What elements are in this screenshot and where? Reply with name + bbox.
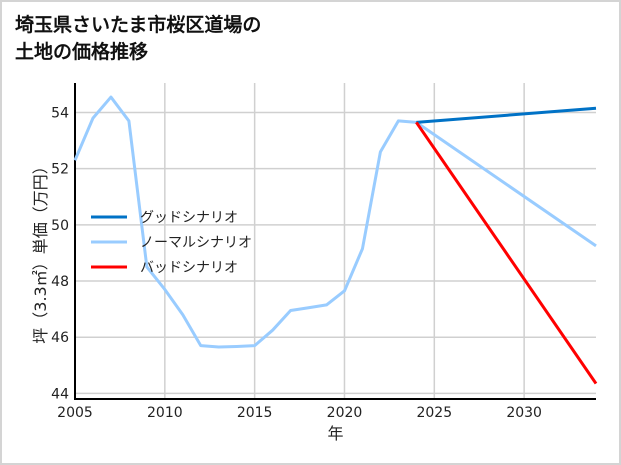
legend-label: バッドシナリオ <box>140 260 238 276</box>
x-tick-label: 2025 <box>416 405 452 421</box>
x-tick-label: 2015 <box>237 405 273 421</box>
y-tick-label: 52 <box>51 162 69 178</box>
y-tick-label: 54 <box>51 105 69 121</box>
title-line-1: 埼玉県さいたま市桜区道場の <box>15 14 262 36</box>
title-line-2: 土地の価格推移 <box>15 41 149 63</box>
x-tick-label: 2020 <box>327 405 363 421</box>
x-tick-label: 2005 <box>57 405 93 421</box>
x-tick-label: 2030 <box>506 405 542 421</box>
legend-label: ノーマルシナリオ <box>140 235 252 251</box>
y-tick-label: 50 <box>51 218 69 234</box>
chart-title: 埼玉県さいたま市桜区道場の 土地の価格推移 <box>15 12 261 66</box>
y-tick-label: 46 <box>51 330 69 346</box>
series-line-0 <box>416 106 597 124</box>
x-axis-label: 年 <box>327 424 343 443</box>
series-line-1 <box>73 95 597 349</box>
y-tick-label: 44 <box>51 386 69 402</box>
legend-label: グッドシナリオ <box>140 210 238 226</box>
series-line-2 <box>415 121 598 385</box>
y-axis-label: 坪（3.3㎡）単価（万円） <box>31 158 50 343</box>
x-tick-label: 2010 <box>147 405 183 421</box>
y-tick-label: 48 <box>51 274 69 290</box>
